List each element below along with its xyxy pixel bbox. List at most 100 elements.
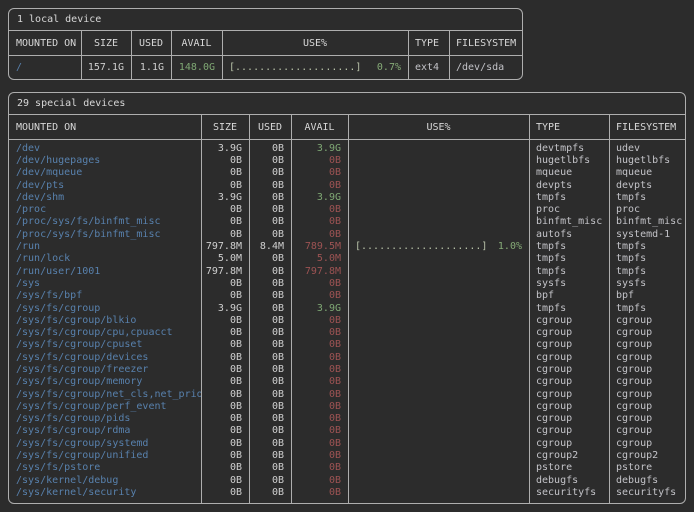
mount-point: /sys/fs/cgroup/memory — [16, 376, 143, 388]
used-value: 0B — [271, 462, 284, 474]
avail-value: 0B — [328, 388, 341, 400]
filesystem-value: cgroup — [616, 339, 653, 351]
size-value: 0B — [229, 327, 242, 339]
usage-cell — [348, 388, 529, 400]
table-row: /sys/fs/pstore 0B 0B 0B pstore pstore — [9, 462, 685, 474]
type-value: cgroup — [536, 425, 573, 437]
type-value: tmpfs — [536, 265, 567, 277]
size-value: 0B — [229, 154, 242, 166]
table-row: /sys/fs/cgroup/unified 0B 0B 0B cgroup2 cgrou… — [9, 449, 685, 461]
avail-value: 0B — [328, 474, 341, 486]
column-divider — [291, 115, 292, 503]
usage-cell — [348, 167, 529, 179]
table-row: /sys/fs/cgroup/systemd 0B 0B 0B cgroup cgroup — [9, 437, 685, 449]
table-row: /sys/kernel/security 0B 0B 0B securityfs secu… — [9, 486, 685, 498]
column-header-type: TYPE — [536, 121, 561, 133]
used-value: 0B — [271, 437, 284, 449]
table-row: /sys 0B 0B 0B sysfs sysfs — [9, 277, 685, 289]
avail-value: 0B — [328, 167, 341, 179]
usage-cell: [....................] 1.0% — [348, 240, 529, 252]
usage-cell — [348, 154, 529, 166]
mount-point: /run — [16, 241, 41, 253]
type-value: devpts — [536, 179, 573, 191]
filesystem-value: cgroup — [616, 314, 653, 326]
table-row: /sys/fs/cgroup/rdma 0B 0B 0B cgroup cgroup — [9, 425, 685, 437]
type-value: pstore — [536, 462, 573, 474]
mount-point: /sys/fs/cgroup/freezer — [16, 363, 149, 375]
avail-value: 3.9G — [316, 191, 341, 203]
used-value: 0B — [271, 302, 284, 314]
table-row: /sys/fs/cgroup/devices 0B 0B 0B cgroup cgroup — [9, 351, 685, 363]
usage-cell — [348, 486, 529, 498]
size-value: 0B — [229, 277, 242, 289]
mount-point: /dev/hugepages — [16, 154, 101, 166]
avail-value: 0B — [328, 351, 341, 363]
filesystem-value: tmpfs — [616, 302, 647, 314]
usage-cell — [348, 228, 529, 240]
avail-value: 0B — [328, 400, 341, 412]
table-row: /sys/fs/cgroup/freezer 0B 0B 0B cgroup cgroup — [9, 363, 685, 375]
usage-cell — [348, 191, 529, 203]
size-value: 0B — [229, 486, 242, 498]
mount-point: /sys/fs/cgroup/blkio — [16, 314, 137, 326]
mount-point: /sys/fs/cgroup/systemd — [16, 437, 149, 449]
type-value: securityfs — [536, 486, 597, 498]
size-value: 0B — [229, 474, 242, 486]
table-row: /proc/sys/fs/binfmt_misc 0B 0B 0B binfmt_mis… — [9, 216, 685, 228]
column-header-filesystem: FILESYSTEM — [616, 121, 677, 133]
avail-value: 797.8M — [304, 265, 341, 277]
table-row: /dev/hugepages 0B 0B 0B hugetlbfs hugetlbfs — [9, 154, 685, 166]
size-value: 3.9G — [217, 142, 242, 154]
avail-value: 0B — [328, 290, 341, 302]
usage-cell — [348, 437, 529, 449]
used-value: 0B — [271, 376, 284, 388]
table-row: /sys/fs/cgroup 3.9G 0B 3.9G tmpfs tmpfs — [9, 302, 685, 314]
mount-point: /sys/fs/cgroup/cpu,cpuacct — [16, 327, 173, 339]
column-header-mounted-on: MOUNTED ON — [16, 37, 77, 49]
size-value: 0B — [229, 216, 242, 228]
used-value: 0B — [271, 486, 284, 498]
table-row: /run/lock 5.0M 0B 5.0M tmpfs tmpfs — [9, 253, 685, 265]
used-value: 0B — [271, 277, 284, 289]
avail-value: 0B — [328, 339, 341, 351]
type-value: sysfs — [536, 277, 567, 289]
filesystem-value: tmpfs — [616, 241, 647, 253]
size-value: 0B — [229, 314, 242, 326]
size-value: 157.1G — [87, 62, 124, 73]
avail-value: 0B — [328, 327, 341, 339]
filesystem-value: sysfs — [616, 277, 647, 289]
table-row: /sys/kernel/debug 0B 0B 0B debugfs debugfs — [9, 474, 685, 486]
avail-value: 0B — [328, 462, 341, 474]
table-row: /sys/fs/cgroup/memory 0B 0B 0B cgroup cgroup — [9, 376, 685, 388]
column-divider — [449, 31, 450, 79]
avail-value: 789.5M — [304, 241, 341, 253]
table-row: /run/user/1001 797.8M 0B 797.8M tmpfs tmpfs — [9, 265, 685, 277]
used-value: 0B — [271, 290, 284, 302]
size-value: 0B — [229, 228, 242, 240]
filesystem-value: pstore — [616, 462, 653, 474]
filesystem-value: cgroup — [616, 351, 653, 363]
used-value: 0B — [271, 351, 284, 363]
column-header-use-pct: USE% — [426, 121, 451, 133]
used-value: 0B — [271, 216, 284, 228]
used-value: 0B — [271, 339, 284, 351]
type-value: ext4 — [415, 62, 440, 73]
mount-point: /sys/fs/cgroup/rdma — [16, 425, 131, 437]
size-value: 0B — [229, 376, 242, 388]
column-header-avail: AVAIL — [181, 37, 212, 49]
filesystem-value: cgroup — [616, 425, 653, 437]
size-value: 0B — [229, 363, 242, 375]
table-row: /proc 0B 0B 0B proc proc — [9, 203, 685, 215]
type-value: tmpfs — [536, 253, 567, 265]
usage-cell — [348, 413, 529, 425]
filesystem-value: cgroup — [616, 413, 653, 425]
column-divider — [408, 31, 409, 79]
usage-cell — [348, 290, 529, 302]
table-row: /dev/mqueue 0B 0B 0B mqueue mqueue — [9, 167, 685, 179]
column-divider — [131, 31, 132, 79]
type-value: autofs — [536, 228, 573, 240]
panel-title-local: 1 local device — [9, 9, 522, 31]
filesystem-value: cgroup — [616, 363, 653, 375]
used-value: 8.4M — [259, 241, 284, 253]
column-divider — [609, 115, 610, 503]
